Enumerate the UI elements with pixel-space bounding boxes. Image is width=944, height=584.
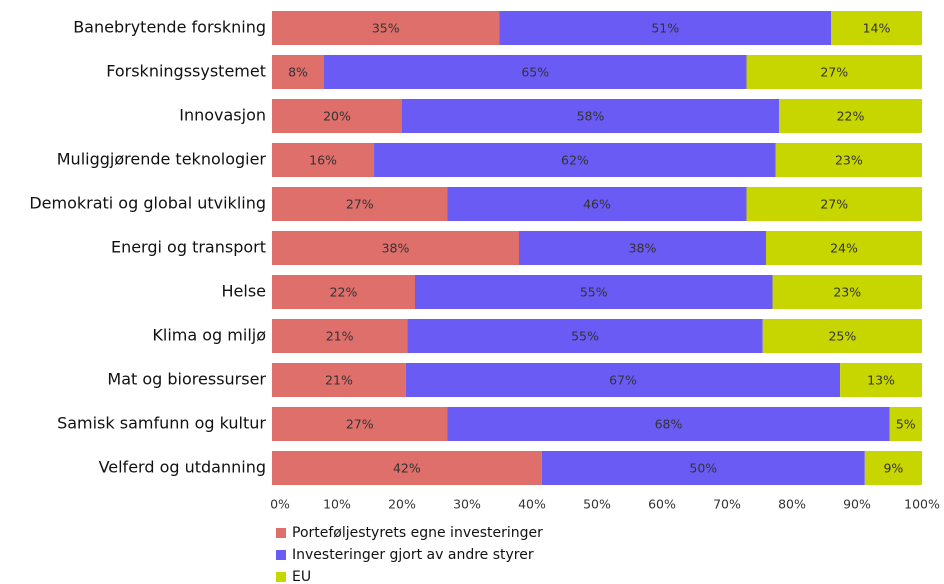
legend-swatch	[276, 572, 286, 582]
data-label: 58%	[577, 109, 605, 124]
category-label: Klima og miljø	[152, 326, 266, 345]
bar-segment	[772, 275, 922, 309]
bar-segment	[405, 363, 841, 397]
category-label: Forskningssystemet	[106, 62, 266, 81]
x-tick-label: 70%	[713, 497, 741, 512]
category-label: Helse	[222, 282, 267, 301]
bar-segment	[272, 231, 519, 265]
x-tick-label: 40%	[518, 497, 546, 512]
data-label: 13%	[867, 373, 895, 388]
category-label: Velferd og utdanning	[99, 458, 266, 477]
x-tick-label: 90%	[843, 497, 871, 512]
data-label: 21%	[325, 373, 353, 388]
bar-segment	[272, 55, 324, 89]
data-label: 35%	[372, 21, 400, 36]
data-label: 55%	[580, 285, 608, 300]
data-label: 62%	[561, 153, 589, 168]
data-label: 27%	[820, 197, 848, 212]
legend-label: Porteføljestyrets egne investeringer	[292, 525, 543, 541]
legend-swatch	[276, 550, 286, 560]
data-label: 38%	[382, 241, 410, 256]
category-label: Demokrati og global utvikling	[29, 194, 266, 213]
bar-segment	[272, 143, 375, 177]
bar-segment	[447, 187, 747, 221]
bar-segment	[840, 363, 922, 397]
legend-swatch	[276, 528, 286, 538]
data-label: 67%	[609, 373, 637, 388]
data-label: 38%	[629, 241, 657, 256]
bar-segment	[272, 407, 448, 441]
category-label: Mat og bioressurser	[107, 370, 266, 389]
data-label: 21%	[326, 329, 354, 344]
bar-segment	[889, 407, 922, 441]
data-label: 22%	[330, 285, 358, 300]
bar-segment	[766, 231, 922, 265]
bar-segment	[762, 319, 922, 353]
bar-segment	[519, 231, 766, 265]
bar-segment	[324, 55, 747, 89]
bar-segment	[407, 319, 763, 353]
x-tick-label: 50%	[583, 497, 611, 512]
legend-label: EU	[292, 569, 311, 584]
data-label: 23%	[835, 153, 863, 168]
data-label: 65%	[521, 65, 549, 80]
x-tick-label: 20%	[388, 497, 416, 512]
category-label: Muliggjørende teknologier	[57, 150, 267, 169]
bar-segment	[272, 11, 500, 45]
data-label: 51%	[651, 21, 679, 36]
data-label: 27%	[346, 197, 374, 212]
bar-segment	[402, 99, 779, 133]
data-label: 8%	[288, 65, 308, 80]
bar-segment	[779, 99, 922, 133]
data-label: 42%	[393, 461, 421, 476]
x-tick-label: 10%	[323, 497, 351, 512]
bar-segment	[746, 55, 922, 89]
x-tick-label: 100%	[904, 497, 940, 512]
bar-segment	[272, 275, 415, 309]
data-label: 24%	[830, 241, 858, 256]
bar-segment	[541, 451, 865, 485]
data-label: 14%	[863, 21, 891, 36]
data-label: 9%	[883, 461, 903, 476]
x-tick-label: 30%	[453, 497, 481, 512]
data-label: 68%	[655, 417, 683, 432]
x-tick-label: 60%	[648, 497, 676, 512]
bar-segment	[864, 451, 922, 485]
data-label: 16%	[309, 153, 337, 168]
data-label: 50%	[689, 461, 717, 476]
bar-segment	[831, 11, 922, 45]
x-tick-label: 80%	[778, 497, 806, 512]
data-label: 23%	[833, 285, 861, 300]
data-label: 20%	[323, 109, 351, 124]
bar-segment	[447, 407, 890, 441]
x-tick-label: 0%	[270, 497, 290, 512]
bar-segment	[499, 11, 831, 45]
bar-segment	[272, 451, 542, 485]
bar-segment	[272, 363, 406, 397]
data-label: 5%	[896, 417, 916, 432]
bar-segment	[775, 143, 922, 177]
data-label: 25%	[828, 329, 856, 344]
bar-segment	[746, 187, 922, 221]
data-label: 27%	[346, 417, 374, 432]
bar-segment	[374, 143, 776, 177]
data-label: 22%	[837, 109, 865, 124]
legend-label: Investeringer gjort av andre styrer	[292, 547, 534, 563]
data-label: 46%	[583, 197, 611, 212]
bar-segment	[415, 275, 773, 309]
bar-segment	[272, 319, 408, 353]
category-label: Innovasjon	[179, 106, 266, 125]
bar-segment	[272, 187, 448, 221]
bar-segment	[272, 99, 402, 133]
category-label: Energi og transport	[111, 238, 266, 257]
data-label: 27%	[820, 65, 848, 80]
data-label: 55%	[571, 329, 599, 344]
category-label: Banebrytende forskning	[73, 18, 266, 37]
category-label: Samisk samfunn og kultur	[57, 414, 266, 433]
